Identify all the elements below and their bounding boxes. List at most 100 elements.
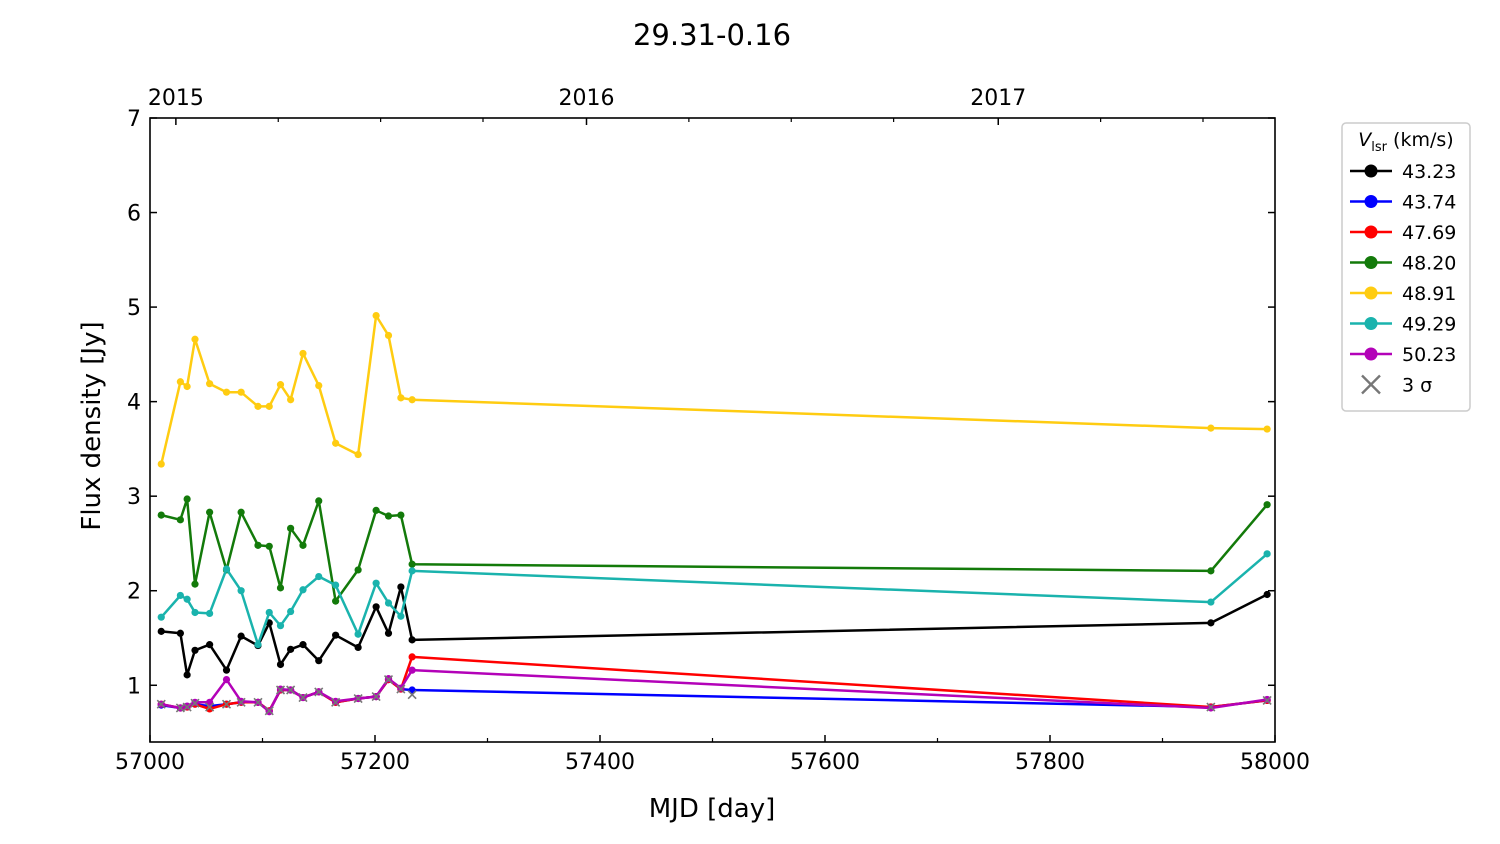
data-point: [354, 630, 362, 638]
data-point: [237, 632, 245, 640]
data-point: [408, 653, 416, 661]
data-point: [1263, 590, 1271, 599]
sigma-marker: [298, 692, 308, 703]
data-point: [157, 460, 165, 468]
data-point: [206, 609, 214, 618]
data-point: [332, 581, 340, 589]
data-point: [191, 335, 199, 343]
data-point: [183, 671, 191, 679]
legend-label: 49.29: [1402, 314, 1456, 336]
sigma-marker: [221, 699, 232, 709]
sigma-marker: [371, 692, 381, 702]
top-year-label: 2017: [970, 86, 1026, 111]
data-point: [1263, 425, 1271, 433]
sigma-marker: [1206, 702, 1216, 712]
legend-marker: [1364, 164, 1378, 178]
sigma-marker: [156, 699, 166, 709]
sigma-marker: [383, 675, 394, 685]
data-point: [206, 508, 214, 516]
data-point: [222, 666, 231, 674]
sigma-marker-stroke: [1262, 695, 1272, 705]
data-point: [315, 572, 323, 581]
sigma-marker: [253, 697, 263, 707]
data-point: [397, 394, 405, 402]
data-point: [191, 646, 199, 654]
data-point: [384, 599, 393, 607]
legend-label: 43.74: [1402, 192, 1456, 214]
data-point: [287, 396, 295, 404]
axes-group: 57000 57200 57400 57600 57800 58000 1 2 3 4 5 6 7 201…: [115, 86, 1310, 775]
sigma-marker-stroke: [396, 684, 406, 694]
plot-area: [156, 312, 1272, 716]
legend-marker: [1364, 347, 1378, 361]
sigma-marker-stroke: [205, 702, 215, 712]
sigma-marker: [205, 702, 215, 712]
data-point: [176, 591, 184, 600]
sigma-marker: [236, 697, 246, 707]
sigma-marker-stroke: [253, 697, 263, 707]
legend-label: 48.20: [1402, 253, 1456, 275]
data-point: [384, 331, 393, 340]
chart-title: 29.31-0.16: [633, 18, 791, 52]
y-tick-label: 6: [127, 202, 141, 227]
sigma-marker-stroke: [275, 685, 286, 695]
legend-sigma-label: 3 σ: [1402, 375, 1432, 397]
legend-marker: [1364, 256, 1378, 269]
data-point: [1207, 619, 1215, 627]
sigma-marker-stroke: [264, 706, 274, 716]
data-point: [354, 566, 362, 574]
data-point: [222, 388, 231, 396]
legend-box: [1341, 122, 1471, 412]
sigma-marker-stroke: [353, 693, 363, 704]
x-tick-label: 57800: [1015, 750, 1085, 775]
data-point: [157, 613, 165, 621]
data-point: [276, 660, 285, 669]
x-tick-label: 57200: [340, 750, 410, 775]
data-point: [265, 542, 273, 550]
sigma-marker-stroke: [182, 702, 192, 712]
sigma-marker-stroke: [314, 687, 324, 697]
x-tick-label: 57000: [115, 750, 185, 775]
y-tick-label: 1: [127, 674, 141, 699]
sigma-marker: [275, 685, 286, 695]
series-line-43.23: [161, 585, 1268, 677]
data-point: [157, 627, 165, 635]
sigma-marker-stroke: [221, 699, 232, 709]
sigma-marker: [190, 698, 200, 708]
sigma-marker-stroke: [190, 698, 200, 708]
data-point: [176, 516, 184, 524]
legend-title: Vlsr (km/s): [1358, 129, 1453, 155]
data-point: [254, 402, 262, 410]
data-point: [408, 560, 416, 568]
data-point: [299, 641, 307, 649]
data-point: [222, 676, 231, 684]
data-point: [332, 631, 340, 639]
x-tick-label: 57400: [565, 750, 635, 775]
data-point: [276, 381, 285, 389]
data-point: [222, 565, 231, 573]
legend-label: 48.91: [1402, 283, 1456, 305]
y-tick-label: 2: [127, 580, 141, 605]
data-point: [191, 580, 199, 588]
data-point: [183, 382, 191, 391]
data-point: [372, 579, 380, 587]
data-point: [397, 612, 405, 620]
data-point: [397, 511, 405, 519]
sigma-marker-stroke: [383, 675, 394, 685]
x-axis-label: MJD [day]: [649, 794, 776, 824]
sigma-marker-stroke: [1206, 702, 1216, 712]
data-point: [408, 666, 416, 674]
data-point: [254, 541, 262, 549]
sigma-marker: [1262, 695, 1272, 705]
sigma-marker-stroke: [175, 703, 185, 713]
data-point: [237, 508, 245, 516]
legend-label: 50.23: [1402, 344, 1456, 366]
sigma-marker: [353, 693, 363, 704]
data-point: [354, 450, 362, 459]
data-point: [384, 629, 393, 637]
data-point: [206, 641, 214, 649]
sigma-marker: [182, 702, 192, 712]
y-tick-label: 4: [127, 391, 141, 416]
sigma-marker: [407, 690, 417, 700]
data-point: [1207, 567, 1215, 575]
